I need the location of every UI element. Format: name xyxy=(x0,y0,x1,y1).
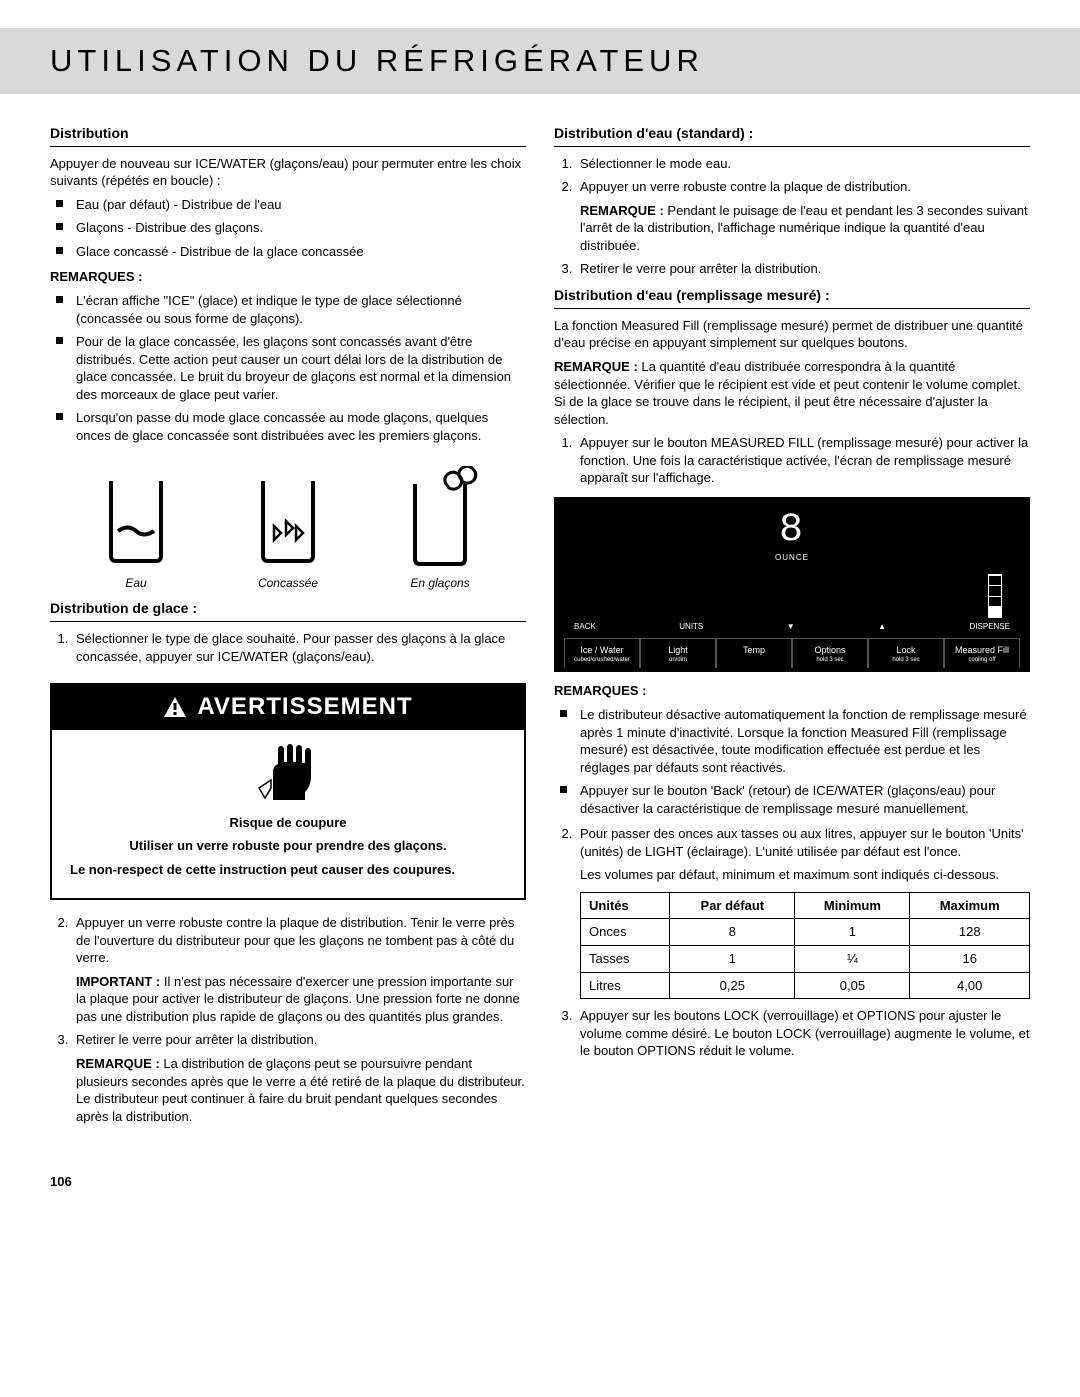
list-item: Retirer le verre pour arrêter la distrib… xyxy=(72,1031,526,1125)
th: Par défaut xyxy=(670,892,795,919)
units-table: Unités Par défaut Minimum Maximum Onces … xyxy=(580,892,1030,999)
distribution-intro: Appuyer de nouveau sur ICE/WATER (glaçon… xyxy=(50,155,526,190)
distribution-list: Eau (par défaut) - Distribue de l'eau Gl… xyxy=(50,196,526,261)
display-btn: Measured Fillcooling off xyxy=(944,639,1020,668)
dist-glace-steps-2: Appuyer un verre robuste contre la plaqu… xyxy=(50,914,526,1125)
table-header-row: Unités Par défaut Minimum Maximum xyxy=(581,892,1030,919)
list-item: L'écran affiche "ICE" (glace) et indique… xyxy=(50,292,526,327)
remarque-note: REMARQUE : Pendant le puisage de l'eau e… xyxy=(580,202,1030,255)
glass-water: Eau xyxy=(96,476,176,591)
list-item: Pour de la glace concassée, les glaçons … xyxy=(50,333,526,403)
mf-steps-1: Appuyer sur le bouton MEASURED FILL (rem… xyxy=(554,434,1030,487)
dist-glace-steps-1: Sélectionner le type de glace souhaité. … xyxy=(50,630,526,665)
mf-note: REMARQUE : La quantité d'eau distribuée … xyxy=(554,358,1030,428)
label: BACK xyxy=(574,622,596,633)
page-title: UTILISATION DU RÉFRIGÉRATEUR xyxy=(50,40,1030,82)
list-item: Retirer le verre pour arrêter la distrib… xyxy=(576,260,1030,278)
fill-gauge-icon xyxy=(988,574,1002,618)
list-item: Appuyer un verre robuste contre la plaqu… xyxy=(576,178,1030,254)
text: Appuyer un verre robuste contre la plaqu… xyxy=(580,179,911,194)
remarques-list: L'écran affiche "ICE" (glace) et indique… xyxy=(50,292,526,444)
warning-box: AVERTISSEMENT Risque de coupure Utiliser… xyxy=(50,683,526,900)
important-note: IMPORTANT : Il n'est pas nécessaire d'ex… xyxy=(76,973,526,1026)
dist-glace-heading: Distribution de glace : xyxy=(50,599,526,622)
glass-crushed: Concassée xyxy=(248,476,328,591)
mf-heading: Distribution d'eau (remplissage mesuré) … xyxy=(554,286,1030,309)
left-column: Distribution Appuyer de nouveau sur ICE/… xyxy=(50,118,526,1133)
display-button-row: Ice / Watercubed/crushed/water Lighton/d… xyxy=(564,638,1020,668)
hand-cut-icon xyxy=(253,742,323,804)
display-btn: Lighton/dim xyxy=(640,639,716,668)
table-row: Litres 0,25 0,05 4,00 xyxy=(581,972,1030,999)
glass-caption: En glaçons xyxy=(400,575,480,591)
list-item: Pour passer des onces aux tasses ou aux … xyxy=(576,825,1030,999)
th: Maximum xyxy=(910,892,1030,919)
list-item: Appuyer sur les boutons LOCK (verrouilla… xyxy=(576,1007,1030,1060)
list-item: Eau (par défaut) - Distribue de l'eau xyxy=(50,196,526,214)
table-row: Onces 8 1 128 xyxy=(581,919,1030,946)
th: Minimum xyxy=(795,892,910,919)
mf-intro: La fonction Measured Fill (remplissage m… xyxy=(554,317,1030,352)
display-panel: 8 OUNCE BACK UNITS ▼ ▲ DISPENSE Ice / Wa… xyxy=(554,497,1030,673)
warning-line1: Utiliser un verre robuste pour prendre d… xyxy=(70,837,506,855)
display-top: 8 OUNCE xyxy=(564,511,1020,564)
text: Appuyer un verre robuste contre la plaqu… xyxy=(76,915,514,965)
display-btn: Ice / Watercubed/crushed/water xyxy=(564,639,640,668)
glass-caption: Eau xyxy=(96,575,176,591)
mf-remarques-list: Le distributeur désactive automatiquemen… xyxy=(554,706,1030,817)
label: DISPENSE xyxy=(970,622,1010,633)
display-unit: OUNCE xyxy=(564,553,1020,564)
remarque-note: REMARQUE : La distribution de glaçons pe… xyxy=(76,1055,526,1125)
warning-header: AVERTISSEMENT xyxy=(52,685,524,729)
warning-risk: Risque de coupure xyxy=(70,814,506,832)
warning-body: Risque de coupure Utiliser un verre robu… xyxy=(52,730,524,899)
warning-triangle-icon xyxy=(163,696,187,718)
distribution-heading: Distribution xyxy=(50,124,526,147)
page-title-bar: UTILISATION DU RÉFRIGÉRATEUR xyxy=(0,28,1080,94)
glass-cubes: En glaçons xyxy=(400,466,480,591)
display-btn: Optionshold 3 sec xyxy=(792,639,868,668)
remarques-label: REMARQUES : xyxy=(50,268,526,286)
glass-illustrations: Eau Concassée En xyxy=(60,466,516,591)
label: ▼ xyxy=(787,622,795,633)
label: REMARQUE : xyxy=(554,359,638,374)
warning-title: AVERTISSEMENT xyxy=(197,691,412,723)
list-item: Sélectionner le type de glace souhaité. … xyxy=(72,630,526,665)
list-item: Glaçons - Distribue des glaçons. xyxy=(50,219,526,237)
glass-caption: Concassée xyxy=(248,575,328,591)
display-btn: Temp xyxy=(716,639,792,668)
list-item: Appuyer sur le bouton MEASURED FILL (rem… xyxy=(576,434,1030,487)
label: ▲ xyxy=(878,622,886,633)
remarques-label: REMARQUES : xyxy=(554,682,1030,700)
mf-steps-2: Pour passer des onces aux tasses ou aux … xyxy=(554,825,1030,1059)
text: Pour passer des onces aux tasses ou aux … xyxy=(580,826,1024,859)
page-number: 106 xyxy=(0,1173,1080,1221)
list-item: Lorsqu'on passe du mode glace concassée … xyxy=(50,409,526,444)
content: Distribution Appuyer de nouveau sur ICE/… xyxy=(0,94,1080,1173)
text: Les volumes par défaut, minimum et maxim… xyxy=(580,866,1030,884)
list-item: Glace concassé - Distribue de la glace c… xyxy=(50,243,526,261)
label: UNITS xyxy=(679,622,703,633)
label: REMARQUE : xyxy=(580,203,664,218)
label: IMPORTANT : xyxy=(76,974,160,989)
std-heading: Distribution d'eau (standard) : xyxy=(554,124,1030,147)
display-btn: Lockhold 3 sec xyxy=(868,639,944,668)
list-item: Le distributeur désactive automatiquemen… xyxy=(554,706,1030,776)
display-digit: 8 xyxy=(564,511,1020,551)
list-item: Sélectionner le mode eau. xyxy=(576,155,1030,173)
warning-line2: Le non-respect de cette instruction peut… xyxy=(70,861,506,879)
list-item: Appuyer sur le bouton 'Back' (retour) de… xyxy=(554,782,1030,817)
th: Unités xyxy=(581,892,670,919)
std-steps: Sélectionner le mode eau. Appuyer un ver… xyxy=(554,155,1030,278)
label: REMARQUE : xyxy=(76,1056,160,1071)
list-item: Appuyer un verre robuste contre la plaqu… xyxy=(72,914,526,1025)
right-column: Distribution d'eau (standard) : Sélectio… xyxy=(554,118,1030,1133)
display-mid-labels: BACK UNITS ▼ ▲ DISPENSE xyxy=(564,622,1020,639)
text: Retirer le verre pour arrêter la distrib… xyxy=(76,1032,317,1047)
table-row: Tasses 1 ¼ 16 xyxy=(581,945,1030,972)
